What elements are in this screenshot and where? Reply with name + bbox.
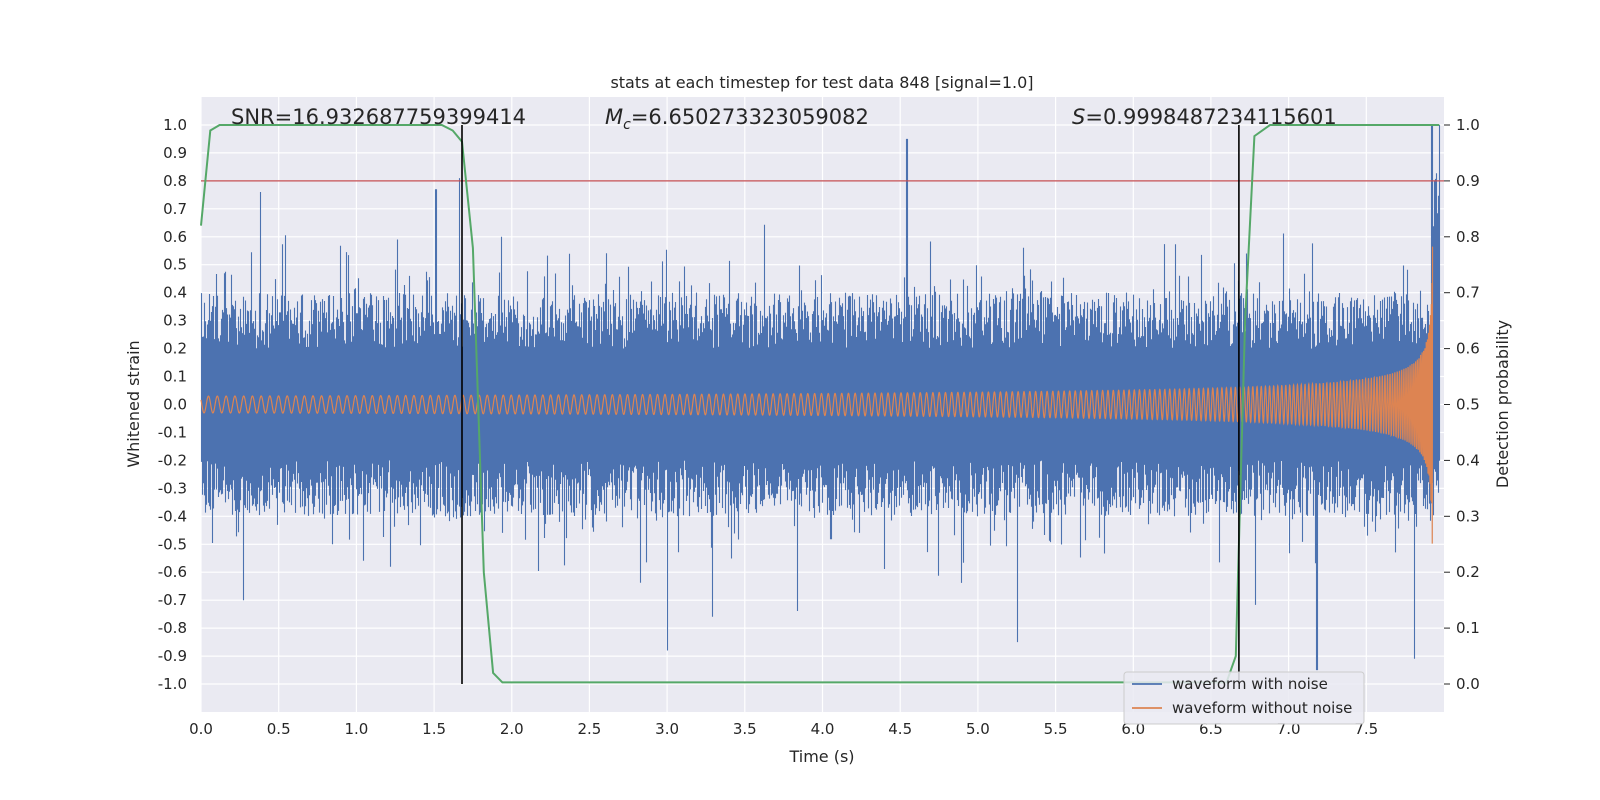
y-tick-label: -0.3 <box>158 479 187 497</box>
x-tick-label: 1.0 <box>344 720 368 738</box>
legend-label-waveform-without-noise: waveform without noise <box>1172 699 1352 717</box>
y2-axis-ticks: 1.0 0.9 0.8 0.7 0.6 0.5 0.4 0.3 0.2 0.1 0.0 <box>1444 116 1480 693</box>
y-tick-label: -0.1 <box>158 424 187 442</box>
y2-tick-label: 0.3 <box>1456 507 1480 525</box>
series-waveform-without-noise <box>200 246 1434 544</box>
y-axis-ticks: 1.0 0.9 0.8 0.7 0.6 0.5 0.4 0.3 0.2 0.1 0.0 -0.1 -0.… <box>158 116 187 693</box>
chirp-mass-symbol: M <box>605 105 623 129</box>
x-tick-label: 3.5 <box>733 720 757 738</box>
y2-tick-label: 0.6 <box>1456 340 1480 358</box>
y-tick-label: -0.9 <box>158 647 187 665</box>
y-tick-label: 0.4 <box>163 284 187 302</box>
legend: waveform with noise waveform without noi… <box>1123 671 1365 725</box>
x-tick-label: 2.5 <box>577 720 601 738</box>
y2-tick-label: 0.0 <box>1456 675 1480 693</box>
snr-annotation: SNR=16.932687759399414 <box>231 105 526 129</box>
x-tick-label: 4.5 <box>888 720 912 738</box>
x-tick-label: 1.5 <box>422 720 446 738</box>
y2-tick-label: 0.1 <box>1456 619 1480 637</box>
score-symbol: S <box>1072 105 1085 129</box>
y-tick-label: 1.0 <box>163 116 187 134</box>
y-tick-label: 0.5 <box>163 256 187 274</box>
y2-tick-label: 1.0 <box>1456 116 1480 134</box>
y-tick-label: 0.1 <box>163 368 187 386</box>
y-tick-label: 0.0 <box>163 396 187 414</box>
y-tick-label: 0.7 <box>163 200 187 218</box>
score-annotation: S=0.9998487234115601 <box>1072 105 1337 129</box>
detection-probability-line <box>200 124 1440 684</box>
y-tick-label: -0.7 <box>158 591 187 609</box>
y-tick-label: 0.3 <box>163 312 187 330</box>
chart-title: stats at each timestep for test data 848… <box>610 73 1033 92</box>
legend-box <box>1123 671 1365 725</box>
chirp-mass-annotation: Mc=6.650273323059082 <box>605 105 869 133</box>
y2-axis-label: Detection probability <box>1493 320 1512 488</box>
x-tick-label: 5.0 <box>966 720 990 738</box>
y2-tick-label: 0.8 <box>1456 228 1480 246</box>
y-tick-label: 0.9 <box>163 144 187 162</box>
x-tick-label: 0.5 <box>267 720 291 738</box>
y-axis-label: Whitened strain <box>124 340 143 467</box>
chirp-mass-value: =6.650273323059082 <box>631 105 869 129</box>
x-tick-label: 4.0 <box>811 720 835 738</box>
score-value: =0.9998487234115601 <box>1085 105 1336 129</box>
x-axis-ticks: 0.0 0.5 1.0 1.5 2.0 2.5 3.0 3.5 4.0 4.5 5.0 5.5 6.0 6… <box>189 720 1378 738</box>
chirp-mass-subscript: c <box>623 117 631 133</box>
y-tick-label: 0.6 <box>163 228 187 246</box>
x-tick-label: 0.0 <box>189 720 213 738</box>
y2-tick-label: 0.4 <box>1456 451 1480 469</box>
series-detection-probability <box>200 124 1440 684</box>
y2-tick-label: 0.9 <box>1456 172 1480 190</box>
waveform-without-noise-line <box>200 246 1434 544</box>
y-tick-label: -1.0 <box>158 675 187 693</box>
y-tick-label: -0.6 <box>158 563 187 581</box>
y-tick-label: -0.4 <box>158 507 187 525</box>
x-tick-label: 5.5 <box>1044 720 1068 738</box>
y2-tick-label: 0.7 <box>1456 284 1480 302</box>
y-tick-label: -0.2 <box>158 451 187 469</box>
vline-layer <box>461 125 1240 684</box>
x-tick-label: 3.0 <box>655 720 679 738</box>
y-tick-label: -0.8 <box>158 619 187 637</box>
x-tick-label: 2.0 <box>500 720 524 738</box>
x-axis-label: Time (s) <box>788 747 854 766</box>
y2-tick-label: 0.5 <box>1456 396 1480 414</box>
y-tick-label: 0.2 <box>163 340 187 358</box>
y2-tick-label: 0.2 <box>1456 563 1480 581</box>
legend-label-waveform-with-noise: waveform with noise <box>1172 675 1328 693</box>
y-tick-label: -0.5 <box>158 535 187 553</box>
y-tick-label: 0.8 <box>163 172 187 190</box>
